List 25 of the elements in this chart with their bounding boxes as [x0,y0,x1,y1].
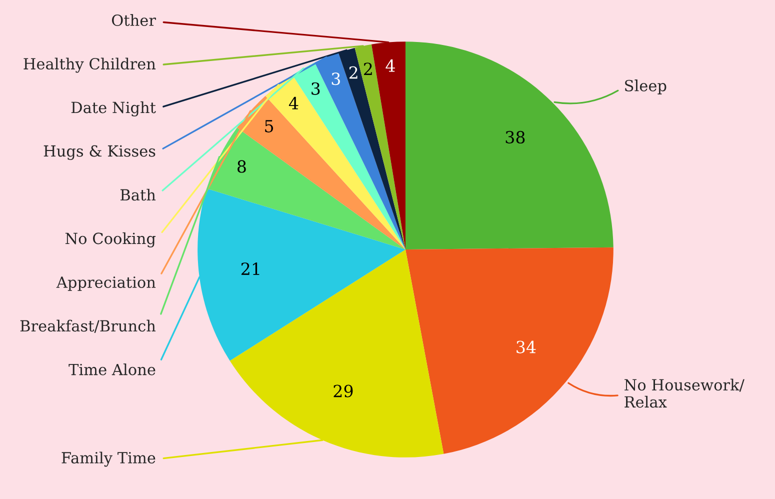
data-label: 3 [312,82,320,95]
pie-slice [405,247,614,454]
slice-label: Family Time [62,452,156,467]
data-label: 5 [265,120,274,132]
slice-label: Breakfast/Brunch [20,320,156,333]
data-label: 29 [334,384,353,398]
slice-label: No Cooking [65,232,156,248]
slice-label: Sleep [625,80,666,94]
slice-label: No Housework/ Relax [624,378,744,408]
data-label: 21 [241,262,260,275]
data-label: 34 [516,340,536,354]
data-label: 2 [364,62,372,75]
slice-label: Hugs & Kisses [44,145,156,160]
slice-label: Bath [120,188,156,201]
slice-label: Appreciation [56,276,156,291]
slice-label: Time Alone [68,363,156,376]
slice-label: Healthy Children [24,58,156,73]
data-label: 8 [238,160,246,173]
data-label: 2 [349,66,358,79]
slice-label: Other [112,14,156,26]
data-label: 3 [332,72,340,86]
data-label: 38 [506,130,525,144]
data-label: 4 [386,59,395,72]
data-label: 4 [288,96,298,110]
slice-label: Date Night [71,101,156,116]
